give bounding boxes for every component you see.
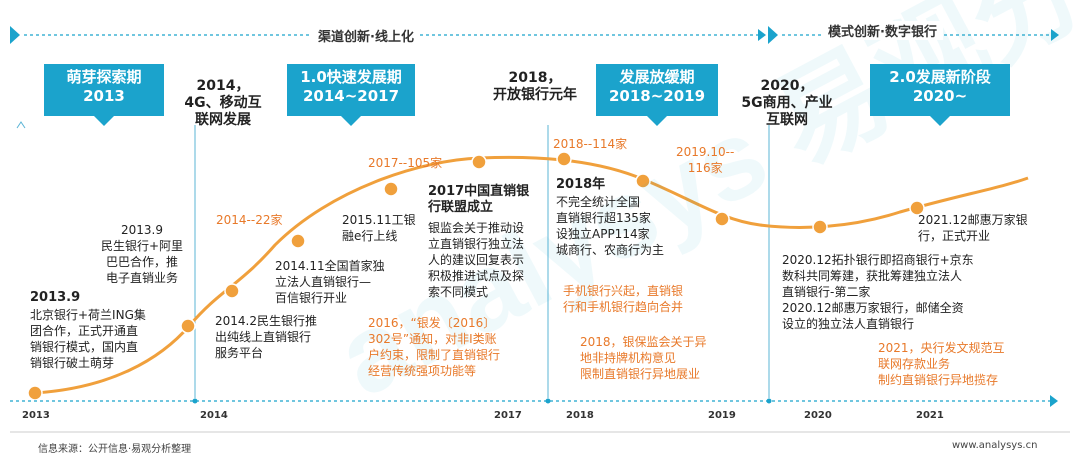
- phase-box-rapid: 1.0快速发展期 2014~2017: [287, 64, 415, 126]
- year-label: 2013: [22, 410, 50, 421]
- footer-site: www.analysys.cn: [952, 440, 1038, 451]
- curve-point: [909, 200, 925, 216]
- period-arrow-right: [768, 26, 1059, 44]
- curve-point: [635, 173, 651, 189]
- event-2014: 2014， 4G、移动互 联网发展: [184, 78, 262, 128]
- note-2020-banks: 2020.12拓扑银行即招商银行+京东 数科共同筹建，获批筹建独立法人 直销银行-第…: [782, 253, 974, 331]
- curve-point: [27, 385, 43, 401]
- curve-point: [180, 318, 196, 334]
- phase-years: 2013: [83, 87, 125, 105]
- phase-box-new-stage: 2.0发展新阶段 2020~: [870, 64, 1010, 126]
- count-2019: 2019.10-- 116家: [676, 145, 735, 175]
- phase-years: 2014~2017: [302, 87, 400, 105]
- year-label: 2021: [916, 410, 944, 421]
- note-youhui-2021: 2021.12邮惠万家银 行，正式开业: [918, 213, 1028, 243]
- note-minsheng-alibaba: 2013.9 民生银行+阿里 巴巴合作，推 电子直销业务: [100, 223, 184, 285]
- note-beijing-bank: 北京银行+荷兰ING集 团合作，正式开通直 销银行模式，国内直 销银行破土萌芽: [30, 308, 146, 370]
- curve-point: [383, 181, 399, 197]
- event-2018: 2018， 开放银行元年: [493, 70, 577, 103]
- period-title-digital: 模式创新·数字银行: [822, 21, 943, 40]
- phase-years: 2020~: [912, 87, 968, 105]
- note-minsheng-2014: 2014.2民生银行推 出纯线上直销银行 服务平台: [215, 314, 317, 360]
- year-label: 2019: [708, 410, 736, 421]
- phase-box-slowdown: 发展放缓期 2018~2019: [596, 64, 718, 126]
- curve-point: [714, 211, 730, 227]
- period-title-online: 渠道创新·线上化: [312, 26, 420, 45]
- year-label: 2020: [804, 410, 832, 421]
- year-label: 2017: [494, 410, 522, 421]
- phase-name: 萌芽探索期: [66, 68, 142, 86]
- event-2020: 2020， 5G商用、产业 互联网: [741, 78, 833, 128]
- orange-note-2021: 2021，央行发文规范互 联网存款业务 制约直销银行异地揽存: [878, 341, 1005, 387]
- curve-point: [290, 233, 306, 249]
- curve-point: [556, 151, 572, 167]
- count-2017: 2017--105家: [368, 156, 443, 170]
- phase-name: 2.0发展新阶段: [889, 68, 991, 86]
- orange-note-2016: 2016，“银发〔2016〕 302号”通知，对非I类账 户约束，限制了直销银行 经营…: [368, 316, 501, 378]
- phase-box-sprout: 萌芽探索期 2013: [44, 64, 164, 126]
- note-baixin: 2014.11全国首家独 立法人直销银行— 百信银行开业: [275, 259, 385, 305]
- note-regulator-reply: 银监会关于推动设 立直销银行独立法 人的建议回复表示 积极推进试点及探 索不同模式: [428, 221, 525, 299]
- note-icbc: 2015.11工银 融e行上线: [342, 213, 416, 243]
- note-alliance: 2017中国直销银 行联盟成立: [428, 184, 530, 215]
- count-2014: 2014--22家: [216, 213, 283, 227]
- curve-point: [471, 154, 487, 170]
- orange-note-2018: 2018，银保监会关于异 地非持牌机构意见 限制直销银行异地展业: [580, 335, 707, 381]
- year-label: 2018: [566, 410, 594, 421]
- phase-years: 2018~2019: [608, 87, 706, 105]
- note-2013-label: 2013.9: [30, 290, 81, 305]
- curve-point: [224, 283, 240, 299]
- note-2018-label: 2018年: [556, 177, 606, 192]
- phase-name: 1.0快速发展期: [300, 68, 402, 86]
- count-2018: 2018--114家: [553, 137, 628, 151]
- orange-note-mobile: 手机银行兴起，直销银 行和手机银行趋向合并: [563, 284, 684, 314]
- note-2018-stats: 不完全统计全国 直销银行超135家 设独立APP114家 城商行、农商行为主: [556, 195, 665, 257]
- phase-name: 发展放缓期: [619, 68, 695, 86]
- footer-source: 信息来源：公开信息·易观分析整理: [38, 444, 192, 455]
- curve-point: [812, 219, 828, 235]
- year-label: 2014: [200, 410, 228, 421]
